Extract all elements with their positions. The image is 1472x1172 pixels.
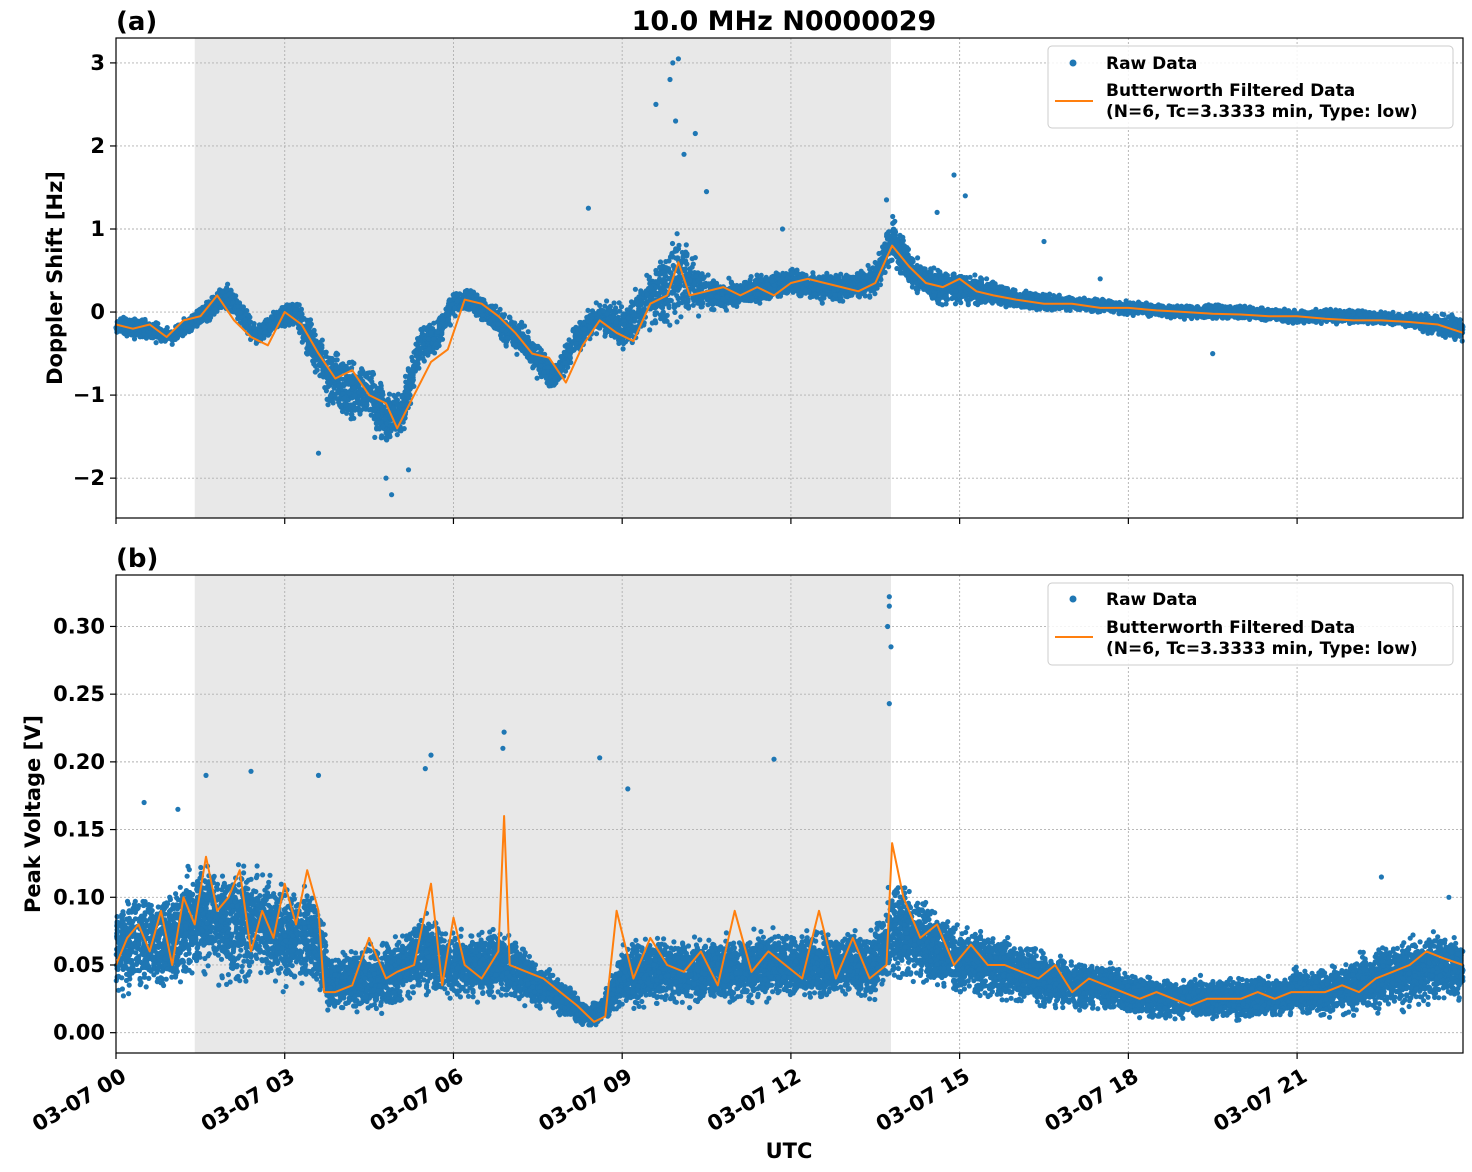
raw-data-point	[1182, 317, 1187, 322]
panel-a-label: (a)	[116, 7, 157, 37]
raw-data-point	[808, 295, 813, 300]
raw-data-point	[647, 327, 652, 332]
raw-data-point	[324, 388, 329, 393]
raw-data-point	[500, 312, 505, 317]
raw-data-point	[372, 435, 377, 440]
raw-data-point	[585, 308, 590, 313]
raw-data-point	[526, 329, 531, 334]
raw-data-point	[891, 220, 896, 225]
raw-data-point	[514, 352, 519, 357]
figure-title: 10.0 MHz N0000029	[632, 6, 937, 37]
raw-data-point	[670, 241, 675, 246]
raw-data-point	[602, 304, 607, 309]
raw-data-point	[378, 381, 383, 386]
raw-data-point	[597, 303, 602, 308]
raw-data-point	[1452, 337, 1457, 342]
raw-data-point	[409, 355, 414, 360]
raw-data-point	[653, 310, 658, 315]
raw-data-point	[684, 242, 689, 247]
raw-data-point	[866, 263, 871, 268]
raw-data-point	[674, 319, 679, 324]
raw-data-point	[621, 346, 626, 351]
raw-data-point	[663, 259, 668, 264]
raw-data-point	[604, 298, 609, 303]
raw-data-point	[613, 305, 618, 310]
raw-data-point	[675, 231, 680, 236]
raw-data-point	[351, 361, 356, 366]
raw-data-point	[931, 265, 936, 270]
raw-data-point	[915, 255, 920, 260]
raw-data-point	[594, 331, 599, 336]
